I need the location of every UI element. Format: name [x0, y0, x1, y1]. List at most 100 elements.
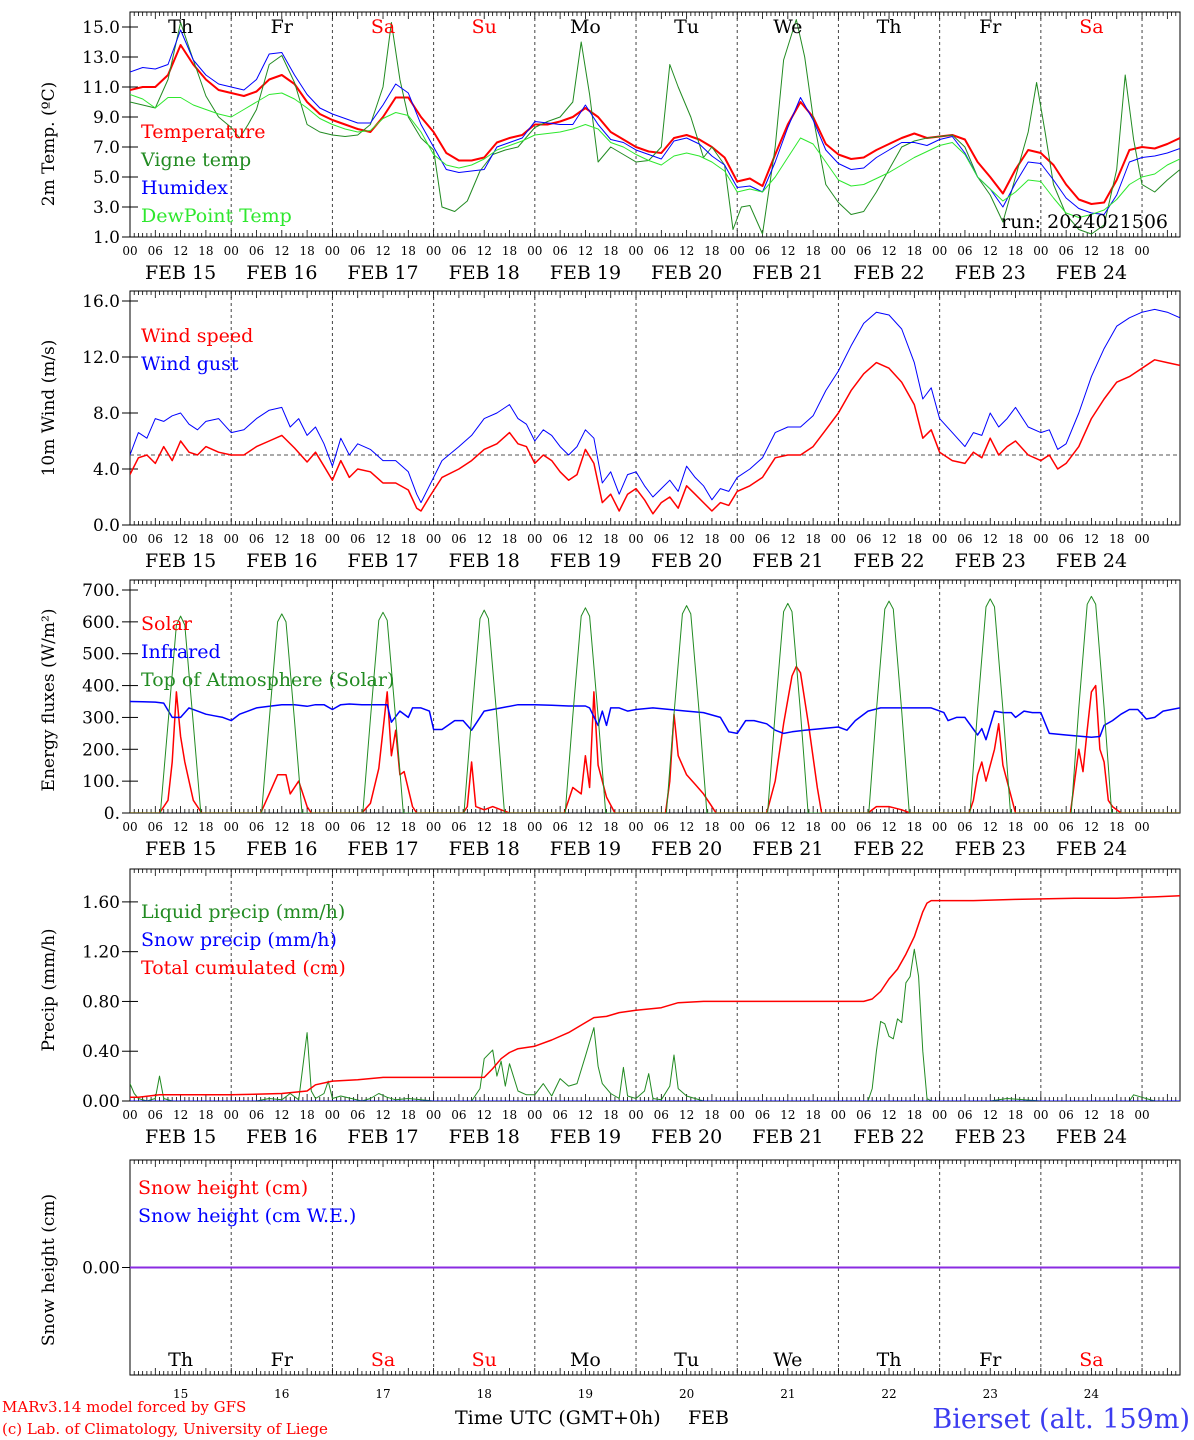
hour-tick-label: 18	[299, 532, 314, 546]
hour-tick-label: 00	[325, 532, 340, 546]
hour-tick-label: 06	[451, 820, 466, 834]
date-label: FEB 23	[955, 1126, 1026, 1148]
hour-tick-label: 12	[274, 532, 289, 546]
hour-tick-label: 18	[1008, 820, 1023, 834]
y-tick-label: 0.00	[82, 1092, 120, 1112]
y-tick-label: 5.0	[93, 168, 120, 188]
legend-entry: Liquid precip (mm/h)	[141, 901, 345, 923]
hour-tick-label: 12	[1084, 532, 1099, 546]
y-tick-label: 1.20	[82, 943, 120, 963]
hour-tick-label: 18	[704, 244, 719, 258]
series-line-total-cumulated-cm-	[130, 894, 1180, 1099]
legend-entry: Infrared	[141, 641, 221, 663]
hour-tick-label: 12	[375, 244, 390, 258]
time-axis-title: Time UTC (GMT+0h)	[455, 1407, 661, 1429]
plot-frame	[129, 579, 1181, 814]
hour-tick-label: 12	[780, 820, 795, 834]
hour-tick-label: 00	[527, 244, 542, 258]
date-label: FEB 17	[347, 262, 418, 284]
hour-tick-label: 00	[527, 820, 542, 834]
y-tick-label: 3.0	[93, 198, 120, 218]
y-tick-label: 9.0	[93, 108, 120, 128]
date-label: FEB 23	[955, 550, 1026, 572]
hour-tick-label: 12	[1084, 820, 1099, 834]
y-tick-label: 0.80	[82, 992, 120, 1012]
date-label: FEB 18	[449, 262, 520, 284]
weekday-label: We	[773, 1349, 802, 1371]
hour-tick-label: 18	[198, 1108, 213, 1122]
legend-entry: Snow precip (mm/h)	[141, 929, 337, 951]
panel-temp: 00 06 12 18 FEB 15 00 06 12 18 FEB 16 00 06 12 18 FEB …	[39, 11, 1181, 284]
hour-tick-label: 00	[426, 820, 441, 834]
date-label: FEB 18	[449, 838, 520, 860]
hour-tick-label: 06	[654, 1108, 669, 1122]
date-label: FEB 15	[145, 1126, 216, 1148]
hour-tick-label: 18	[502, 820, 517, 834]
hour-tick-label: 06	[755, 532, 770, 546]
hour-tick-label: 12	[578, 532, 593, 546]
hour-tick-label: 18	[704, 820, 719, 834]
hour-tick-label: 18	[805, 244, 820, 258]
day-number-label: 15	[173, 1387, 188, 1401]
series-line-wind-gust	[130, 308, 1180, 504]
hour-tick-label: 18	[502, 1108, 517, 1122]
y-tick-label: 700.	[82, 581, 120, 601]
hour-tick-label: 00	[527, 532, 542, 546]
date-label: FEB 21	[752, 550, 823, 572]
hour-tick-label: 00	[1033, 532, 1048, 546]
hour-tick-label: 00	[224, 1108, 239, 1122]
date-label: FEB 19	[550, 1126, 621, 1148]
hour-tick-label: 06	[552, 532, 567, 546]
hour-tick-label: 06	[249, 820, 264, 834]
hour-tick-label: 12	[173, 532, 188, 546]
day-number-label: 22	[881, 1387, 896, 1401]
hour-tick-label: 12	[375, 532, 390, 546]
date-label: FEB 19	[550, 550, 621, 572]
day-number-label: 18	[477, 1387, 492, 1401]
y-tick-label: 200.	[82, 740, 120, 760]
hour-tick-label: 06	[451, 532, 466, 546]
hour-tick-label: 00	[1033, 1108, 1048, 1122]
legend-entry: Humidex	[141, 177, 228, 199]
date-label: FEB 22	[853, 262, 924, 284]
hour-tick-label: 12	[274, 820, 289, 834]
date-label: FEB 24	[1056, 1126, 1127, 1148]
weekday-label: Mo	[570, 16, 601, 38]
y-tick-label: 7.0	[93, 138, 120, 158]
hour-tick-label: 12	[881, 820, 896, 834]
date-label: FEB 16	[246, 262, 317, 284]
date-label: FEB 20	[651, 838, 722, 860]
hour-tick-label: 12	[1084, 1108, 1099, 1122]
hour-tick-label: 12	[477, 244, 492, 258]
hour-tick-label: 06	[552, 244, 567, 258]
hour-tick-label: 00	[122, 244, 137, 258]
hour-tick-label: 06	[148, 820, 163, 834]
date-label: FEB 17	[347, 838, 418, 860]
y-tick-label: 0.40	[82, 1042, 120, 1062]
hour-tick-label: 18	[1008, 244, 1023, 258]
weekday-label: We	[773, 16, 802, 38]
hour-tick-label: 06	[451, 244, 466, 258]
hour-tick-label: 06	[1059, 1108, 1074, 1122]
hour-tick-label: 18	[1008, 532, 1023, 546]
hour-tick-label: 18	[198, 532, 213, 546]
series-line-wind-speed	[130, 359, 1180, 515]
hour-tick-label: 06	[957, 820, 972, 834]
station-label: Bierset (alt. 159m)	[932, 1404, 1190, 1435]
legend-entry: Temperature	[141, 121, 265, 143]
hour-tick-label: 00	[730, 1108, 745, 1122]
hour-tick-label: 18	[198, 820, 213, 834]
date-label: FEB 19	[550, 838, 621, 860]
date-label: FEB 21	[752, 1126, 823, 1148]
hour-tick-label: 18	[603, 1108, 618, 1122]
day-number-label: 23	[983, 1387, 998, 1401]
hour-tick-label: 00	[730, 820, 745, 834]
hour-tick-label: 00	[932, 820, 947, 834]
legend-entry: Wind gust	[141, 353, 239, 375]
hour-tick-label: 06	[350, 244, 365, 258]
date-label: FEB 22	[853, 550, 924, 572]
hour-tick-label: 12	[477, 1108, 492, 1122]
y-axis-label: Energy fluxes (W/m²)	[39, 609, 59, 792]
date-label: FEB 22	[853, 1126, 924, 1148]
hour-tick-label: 18	[704, 532, 719, 546]
